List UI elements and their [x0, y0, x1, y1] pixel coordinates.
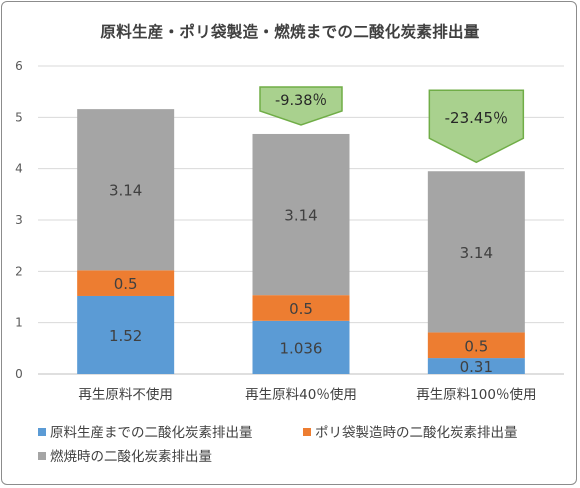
bar-segment	[252, 133, 350, 296]
data-label: 0.5	[114, 275, 138, 293]
y-tick-label: 1	[15, 316, 23, 330]
reduction-callout-arrow	[428, 89, 525, 164]
x-tick-label: 再生原料40％使用	[245, 386, 357, 403]
y-tick-label: 6	[15, 59, 23, 73]
y-tick-label: 2	[15, 264, 23, 278]
reduction-callout-arrow	[259, 86, 343, 126]
legend-item-combustion: 燃焼時の二酸化炭素排出量	[38, 445, 212, 465]
bar-segment	[427, 358, 525, 374]
legend-swatch	[38, 452, 46, 460]
bar-segment	[77, 109, 175, 271]
bar-segment	[77, 270, 175, 296]
legend-swatch	[303, 428, 311, 436]
data-label: 3.14	[284, 207, 317, 225]
data-label: 1.036	[280, 339, 323, 357]
x-tick-label: 再生原料不使用	[78, 386, 173, 403]
chart-title: 原料生産・ポリ袋製造・燃焼までの二酸化炭素排出量	[100, 23, 480, 41]
legend-label: 燃焼時の二酸化炭素排出量	[50, 449, 212, 465]
bar-segment	[427, 171, 525, 333]
legend-item-bag-manufacturing: ポリ袋製造時の二酸化炭素排出量	[303, 421, 518, 441]
y-tick-label: 5	[15, 110, 23, 124]
bar-segment	[252, 295, 350, 321]
legend-label: 原料生産までの二酸化炭素排出量	[50, 425, 253, 441]
data-label: 0.5	[289, 300, 313, 318]
x-tick-label: 再生原料100％使用	[416, 386, 536, 403]
data-label: 3.14	[460, 244, 493, 262]
reduction-callout-label: -23.45％	[445, 109, 508, 127]
legend-item-raw-material: 原料生産までの二酸化炭素排出量	[38, 421, 253, 441]
data-label: 0.5	[464, 337, 488, 355]
reduction-callout-label: -9.38％	[275, 93, 327, 109]
data-label: 0.31	[460, 358, 493, 376]
legend-label: ポリ袋製造時の二酸化炭素排出量	[315, 425, 518, 441]
y-tick-label: 3	[15, 213, 23, 227]
legend-swatch	[38, 428, 46, 436]
data-label: 1.52	[109, 327, 142, 345]
bar-segment	[427, 332, 525, 359]
data-label: 3.14	[109, 182, 142, 200]
y-tick-label: 0	[15, 367, 23, 381]
bar-segment	[252, 320, 350, 374]
y-tick-label: 4	[15, 162, 23, 176]
bar-segment	[77, 295, 175, 374]
